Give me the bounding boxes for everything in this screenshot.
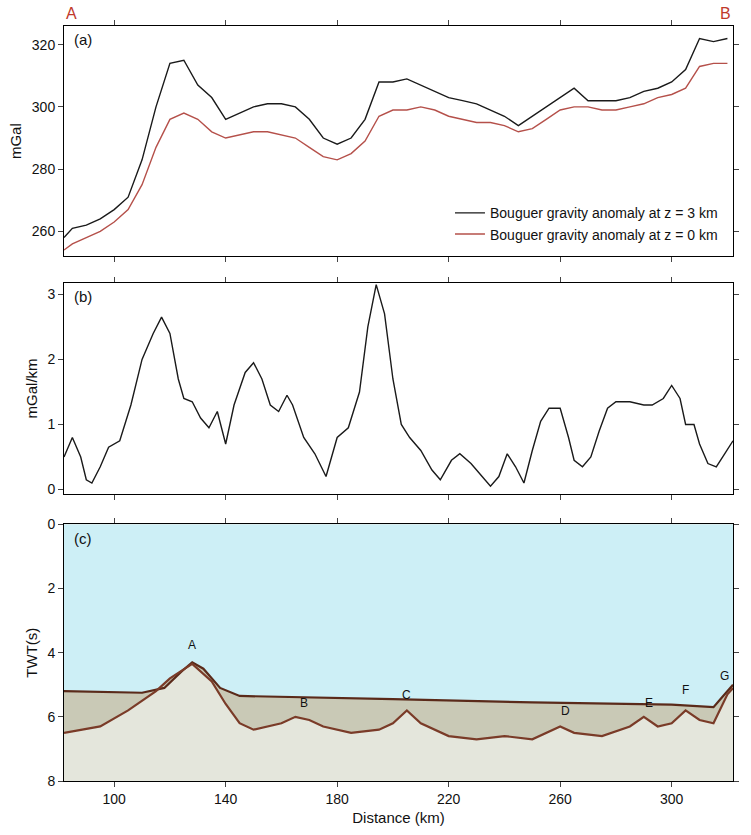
svg-text:mGal: mGal	[7, 123, 24, 159]
svg-text:Bouguer gravity anomaly at z =: Bouguer gravity anomaly at z = 0 km	[490, 226, 718, 242]
svg-text:B: B	[720, 5, 731, 22]
svg-text:TWT(s): TWT(s)	[23, 628, 40, 678]
svg-text:300: 300	[32, 99, 56, 115]
svg-text:Bouguer gravity anomaly at z =: Bouguer gravity anomaly at z = 3 km	[490, 205, 718, 221]
svg-text:0: 0	[47, 516, 55, 532]
svg-text:B: B	[300, 696, 308, 710]
svg-text:(c): (c)	[74, 530, 92, 547]
svg-text:280: 280	[32, 161, 56, 177]
svg-text:2: 2	[47, 351, 55, 367]
svg-text:mGal/km: mGal/km	[23, 358, 40, 418]
svg-text:Distance (km): Distance (km)	[352, 809, 445, 826]
svg-text:C: C	[402, 688, 411, 702]
svg-text:1: 1	[47, 416, 55, 432]
svg-text:(b): (b)	[74, 288, 92, 305]
svg-text:(a): (a)	[74, 31, 92, 48]
svg-text:6: 6	[47, 709, 55, 725]
svg-text:140: 140	[214, 791, 238, 807]
svg-text:G: G	[720, 669, 729, 683]
svg-text:0: 0	[47, 481, 55, 497]
svg-text:A: A	[66, 5, 77, 22]
svg-text:300: 300	[660, 791, 684, 807]
svg-text:E: E	[645, 696, 653, 710]
svg-text:8: 8	[47, 773, 55, 789]
svg-text:D: D	[561, 704, 570, 718]
svg-text:F: F	[682, 683, 689, 697]
svg-text:180: 180	[325, 791, 349, 807]
svg-text:2: 2	[47, 580, 55, 596]
svg-text:3: 3	[47, 286, 55, 302]
svg-text:4: 4	[47, 645, 55, 661]
svg-text:260: 260	[32, 223, 56, 239]
svg-text:A: A	[188, 638, 196, 652]
svg-text:320: 320	[32, 37, 56, 53]
svg-text:100: 100	[102, 791, 126, 807]
svg-text:220: 220	[437, 791, 461, 807]
svg-text:260: 260	[548, 791, 572, 807]
